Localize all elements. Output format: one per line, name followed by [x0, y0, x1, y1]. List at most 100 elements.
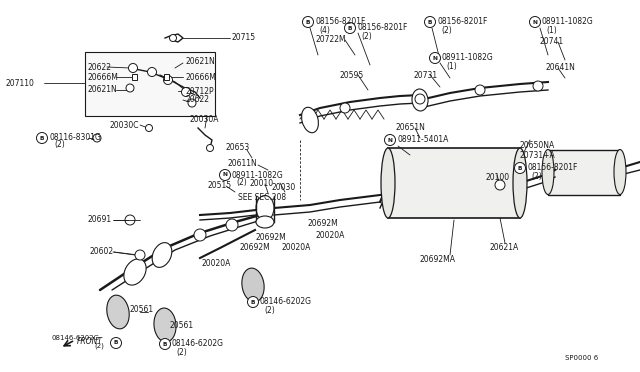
Text: 20621A: 20621A	[490, 244, 519, 253]
Circle shape	[147, 67, 157, 77]
Text: 20653: 20653	[225, 144, 249, 153]
Ellipse shape	[107, 295, 129, 329]
Text: N: N	[223, 173, 227, 177]
Ellipse shape	[152, 243, 172, 267]
Text: 20621N: 20621N	[88, 86, 118, 94]
Text: B: B	[518, 166, 522, 170]
Circle shape	[495, 180, 505, 190]
Text: (2): (2)	[176, 347, 187, 356]
Circle shape	[475, 85, 485, 95]
Text: (2): (2)	[236, 179, 247, 187]
Ellipse shape	[513, 148, 527, 218]
Bar	[164, 74, 169, 80]
Text: 20741: 20741	[540, 38, 564, 46]
Text: 08156-8201F: 08156-8201F	[527, 164, 577, 173]
Circle shape	[515, 163, 525, 173]
Text: 20595: 20595	[340, 71, 364, 80]
Text: 08911-1082G: 08911-1082G	[232, 170, 284, 180]
Circle shape	[188, 99, 196, 107]
Text: N: N	[388, 138, 392, 142]
Bar	[85, 52, 215, 116]
Text: 08156-8201F: 08156-8201F	[437, 17, 488, 26]
Circle shape	[93, 134, 101, 142]
Text: B: B	[348, 26, 352, 31]
Text: 20622: 20622	[185, 96, 209, 105]
Text: 08156-8201F: 08156-8201F	[315, 17, 365, 26]
Circle shape	[529, 16, 541, 28]
Text: 20692MA: 20692MA	[420, 256, 456, 264]
Circle shape	[415, 94, 425, 104]
Text: 20666M: 20666M	[88, 73, 119, 81]
Text: SP0000 6: SP0000 6	[565, 355, 598, 361]
Text: (2): (2)	[94, 343, 104, 349]
Text: (2): (2)	[264, 305, 275, 314]
Text: 20731: 20731	[413, 71, 437, 80]
Text: B: B	[114, 340, 118, 346]
Text: 20602: 20602	[90, 247, 114, 257]
Text: 20691: 20691	[88, 215, 112, 224]
Ellipse shape	[301, 107, 319, 133]
Text: 20712P: 20712P	[185, 87, 214, 96]
Text: 20715: 20715	[231, 33, 255, 42]
Text: 20030C: 20030C	[110, 121, 140, 129]
Circle shape	[182, 87, 191, 96]
Text: 08146-6202G: 08146-6202G	[172, 340, 224, 349]
Text: 20692M: 20692M	[255, 232, 285, 241]
Circle shape	[159, 339, 170, 350]
Text: B: B	[306, 19, 310, 25]
Bar	[388, 148, 520, 218]
Text: 20611N: 20611N	[228, 158, 258, 167]
Text: 20621N: 20621N	[185, 57, 215, 65]
Text: (4): (4)	[319, 26, 330, 35]
Text: SEE SEC.208: SEE SEC.208	[238, 193, 286, 202]
Circle shape	[129, 64, 138, 73]
Ellipse shape	[256, 196, 274, 221]
Circle shape	[344, 22, 355, 33]
Bar	[548, 150, 620, 195]
Ellipse shape	[381, 148, 395, 218]
Text: 20622: 20622	[88, 62, 112, 71]
Text: 08911-1082G: 08911-1082G	[542, 17, 594, 26]
Circle shape	[248, 296, 259, 308]
Circle shape	[429, 52, 440, 64]
Text: B: B	[428, 19, 432, 25]
Text: (2): (2)	[54, 141, 65, 150]
Text: 20666M: 20666M	[185, 73, 216, 81]
Text: 20100: 20100	[485, 173, 509, 183]
Text: 20651N: 20651N	[395, 124, 425, 132]
Text: (2): (2)	[361, 32, 372, 41]
Text: (1): (1)	[446, 61, 457, 71]
Text: FRONT: FRONT	[77, 337, 103, 346]
Text: 20515: 20515	[207, 182, 231, 190]
Text: 08116-8301G: 08116-8301G	[49, 134, 101, 142]
Circle shape	[220, 170, 230, 180]
Circle shape	[135, 250, 145, 260]
Ellipse shape	[256, 216, 274, 228]
Circle shape	[36, 132, 47, 144]
Text: N: N	[532, 19, 538, 25]
Text: 20020A: 20020A	[282, 244, 312, 253]
Circle shape	[385, 135, 396, 145]
Text: N: N	[433, 55, 437, 61]
Text: 20020A: 20020A	[202, 259, 232, 267]
Text: 20650NA: 20650NA	[520, 141, 556, 150]
Text: B: B	[251, 299, 255, 305]
Circle shape	[340, 103, 350, 113]
Text: 08911-5401A: 08911-5401A	[397, 135, 449, 144]
Text: 20641N: 20641N	[545, 64, 575, 73]
Text: 20731+A: 20731+A	[520, 151, 556, 160]
Text: 20722M: 20722M	[315, 35, 346, 45]
Text: 207110: 207110	[5, 78, 34, 87]
Ellipse shape	[614, 150, 626, 195]
Text: 20010: 20010	[250, 180, 274, 189]
Circle shape	[145, 125, 152, 131]
Text: 20692M: 20692M	[307, 219, 338, 228]
Circle shape	[111, 337, 122, 349]
Text: 20561: 20561	[170, 321, 194, 330]
Text: 08146-6202G: 08146-6202G	[52, 335, 100, 341]
Text: 20030: 20030	[272, 183, 296, 192]
Circle shape	[226, 219, 238, 231]
Ellipse shape	[542, 150, 554, 195]
Circle shape	[170, 35, 177, 42]
Circle shape	[303, 16, 314, 28]
